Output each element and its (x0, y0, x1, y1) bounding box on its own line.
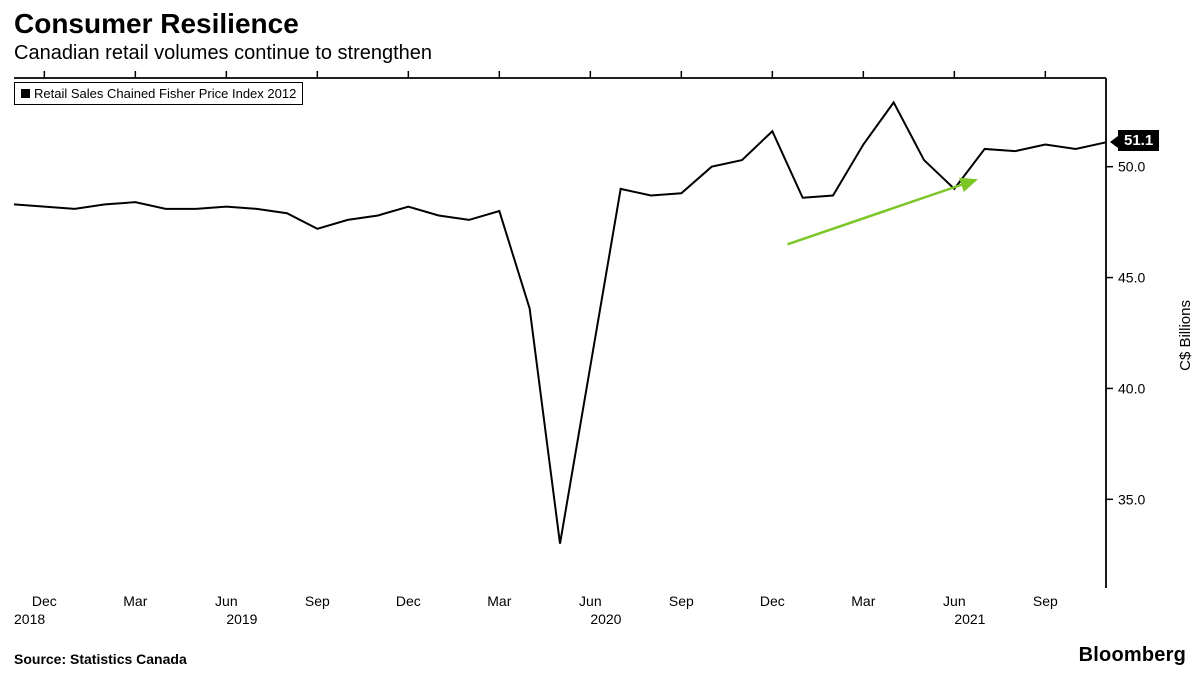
svg-text:2021: 2021 (954, 611, 985, 627)
svg-text:35.0: 35.0 (1118, 491, 1145, 507)
svg-text:Dec: Dec (32, 593, 57, 609)
svg-text:40.0: 40.0 (1118, 380, 1145, 396)
last-value-callout: 51.1 (1118, 130, 1159, 151)
svg-text:Mar: Mar (851, 593, 875, 609)
svg-text:Mar: Mar (123, 593, 147, 609)
svg-text:2019: 2019 (226, 611, 257, 627)
svg-text:50.0: 50.0 (1118, 159, 1145, 175)
callout-pointer-icon (1110, 136, 1118, 148)
svg-text:Mar: Mar (487, 593, 511, 609)
svg-text:45.0: 45.0 (1118, 270, 1145, 286)
line-chart: 35.0 40.0 45.0 50.0 Dec Mar Jun Sep Dec Mar Jun Sep… (0, 0, 1200, 675)
svg-text:Sep: Sep (1033, 593, 1058, 609)
svg-text:Sep: Sep (305, 593, 330, 609)
svg-text:Jun: Jun (943, 593, 966, 609)
svg-text:Jun: Jun (579, 593, 602, 609)
svg-text:Dec: Dec (760, 593, 785, 609)
y-axis-label: C$ Billions (1177, 300, 1194, 371)
svg-text:Jun: Jun (215, 593, 238, 609)
svg-text:Dec: Dec (396, 593, 421, 609)
brand-wordmark: Bloomberg (1079, 644, 1186, 667)
source-attribution: Source: Statistics Canada (14, 651, 187, 667)
svg-text:2020: 2020 (590, 611, 621, 627)
svg-text:2018: 2018 (14, 611, 45, 627)
svg-text:Sep: Sep (669, 593, 694, 609)
